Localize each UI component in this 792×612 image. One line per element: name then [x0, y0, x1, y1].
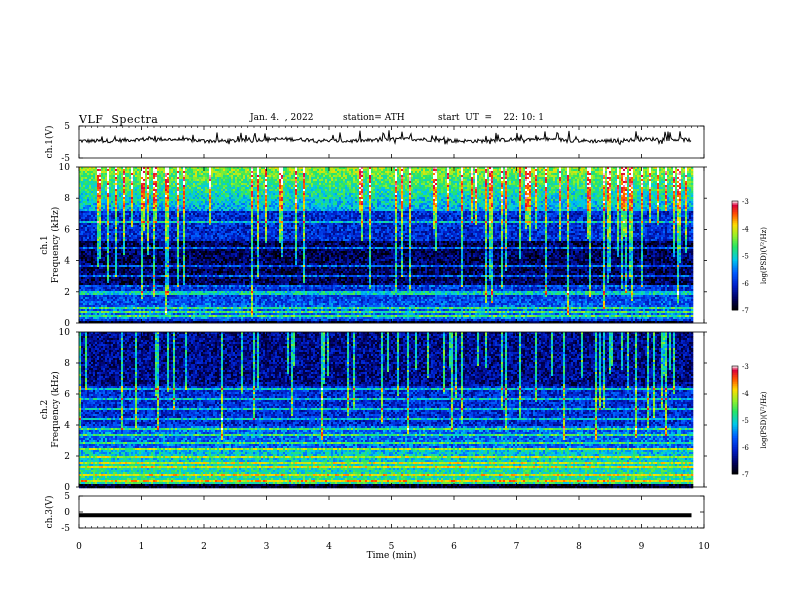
ch1-spectrogram-colorbar-label: log(PSD)(V²/Hz) — [760, 227, 768, 284]
ch2-spectrogram-colorbar-tick-4: -7 — [742, 471, 749, 479]
ch1-spectrogram-colorbar-tick-1: -4 — [742, 225, 749, 233]
ch2-spectrogram-ytick-4: 8 — [64, 359, 70, 369]
ch1-spectrogram-colorbar — [732, 201, 738, 311]
x-tick-0: 0 — [76, 542, 82, 552]
ch3-waveform-ytick-0: 5 — [64, 492, 70, 502]
ch1-spectrogram-ytick-5: 10 — [59, 163, 71, 173]
ch2-spectrogram-ytick-3: 6 — [64, 390, 70, 400]
ch1-spectrogram-colorbar-tick-3: -6 — [742, 280, 749, 288]
x-tick-10: 10 — [698, 542, 710, 552]
ch1-spectrogram-ytick-3: 6 — [64, 225, 70, 235]
x-tick-3: 3 — [264, 542, 270, 552]
start-time-label: start UT = 22: 10: 1 — [438, 113, 544, 123]
date-label: Jan. 4. , 2022 — [250, 113, 313, 123]
ch2-spectrogram-colorbar-tick-2: -5 — [742, 417, 749, 425]
ch2-spectrogram-ytick-1: 2 — [64, 452, 70, 462]
ch1-spectrogram-colorbar-tick-0: -3 — [742, 198, 749, 206]
ch2-spectrogram-ytick-2: 4 — [64, 421, 70, 431]
x-tick-6: 6 — [451, 542, 457, 552]
ch1-spectrogram-image — [79, 167, 694, 324]
ch1-waveform-ytick-0: 5 — [64, 122, 70, 132]
x-tick-1: 1 — [139, 542, 145, 552]
ch3-waveform-ytick-2: -5 — [61, 524, 70, 534]
ch2-spectrogram-ytick-5: 10 — [59, 328, 71, 338]
ch1-waveform-ylabel: ch.1(V) — [44, 126, 55, 159]
ch1-spectrogram-ytick-0: 0 — [64, 319, 70, 329]
ch2-spectrogram-colorbar-tick-0: -3 — [742, 363, 749, 371]
ch1-spectrogram-ylabel: Frequency (kHz) — [50, 207, 61, 284]
ch3-waveform-ytick-1: 0 — [64, 508, 70, 518]
ch2-spectrogram-colorbar-tick-1: -4 — [742, 390, 749, 398]
ch2-spectrogram-colorbar — [732, 366, 738, 475]
ch3-waveform-frame — [78, 495, 705, 529]
x-tick-2: 2 — [201, 542, 207, 552]
x-tick-9: 9 — [639, 542, 645, 552]
ch1-spectrogram-colorbar-tick-2: -5 — [742, 253, 749, 261]
ch1-waveform-ytick-1: -5 — [61, 154, 70, 164]
ch2-spectrogram-ytick-0: 0 — [64, 483, 70, 493]
x-tick-5: 5 — [389, 542, 395, 552]
ch1-waveform-trace — [78, 130, 692, 146]
ch2-spectrogram-colorbar-label: log(PSD)(V²/Hz) — [760, 391, 768, 448]
ch1-spectrogram-ytick-2: 4 — [64, 257, 70, 267]
x-tick-7: 7 — [514, 542, 520, 552]
ch1-spectrogram-colorbar-tick-4: -7 — [742, 307, 749, 315]
x-tick-8: 8 — [576, 542, 582, 552]
x-axis-label: Time (min) — [367, 550, 417, 561]
ch2-spectrogram-ylabel-ch: ch.2 — [40, 400, 50, 419]
ch2-spectrogram-colorbar-tick-3: -6 — [742, 444, 749, 452]
ch1-spectrogram-ylabel-ch: ch.1 — [40, 235, 50, 254]
ch2-spectrogram-ylabel: Frequency (kHz) — [50, 371, 61, 448]
ch2-spectrogram-image — [79, 332, 694, 489]
ch1-spectrogram-ytick-4: 8 — [64, 194, 70, 204]
x-tick-4: 4 — [326, 542, 332, 552]
plot-title: VLF Spectra — [79, 113, 158, 126]
station-label: station= ATH — [343, 113, 405, 123]
ch1-spectrogram-ytick-1: 2 — [64, 288, 70, 298]
ch3-waveform-ylabel: ch.3(V) — [44, 496, 55, 529]
